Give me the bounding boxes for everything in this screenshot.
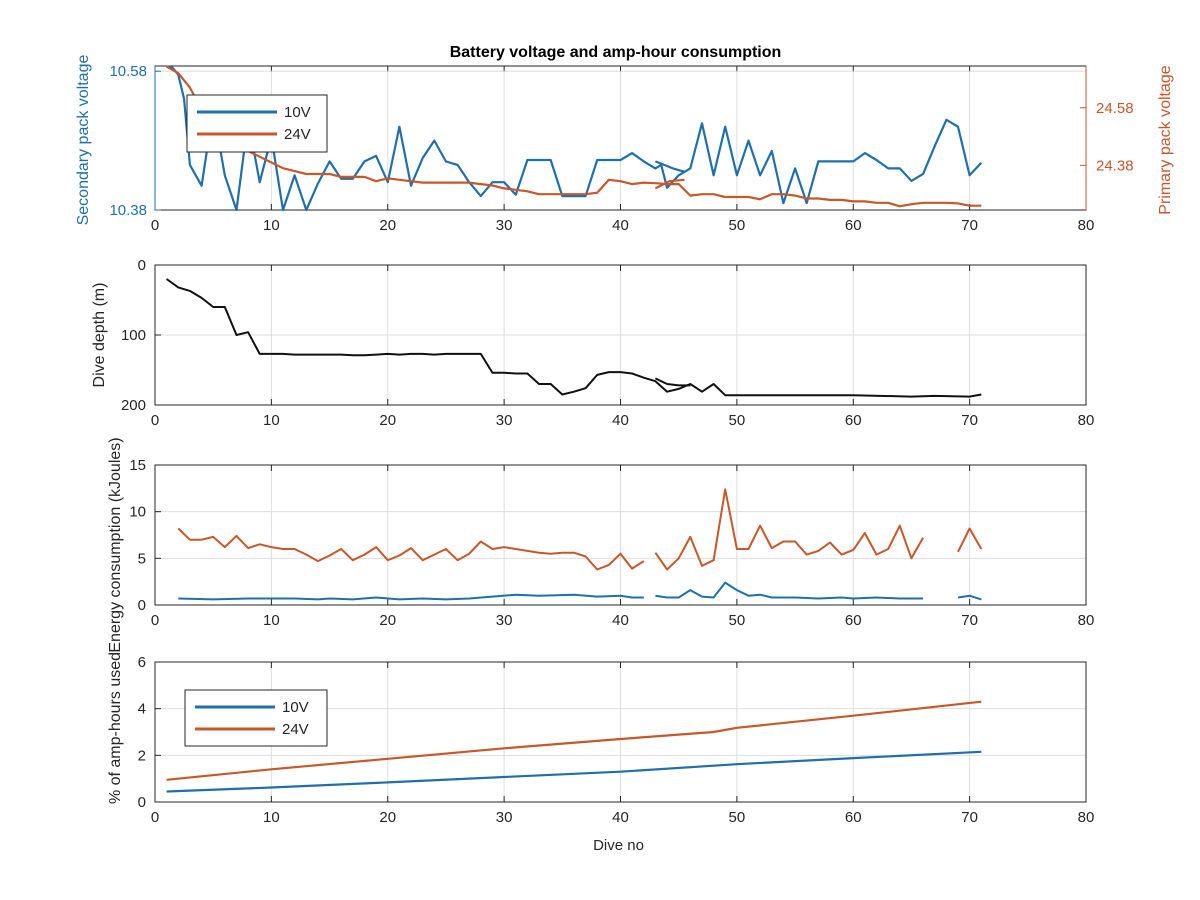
plot-frame: [154, 661, 1087, 803]
x-tick-label: 60: [845, 612, 862, 629]
x-tick-label: 40: [612, 412, 629, 429]
energy-line-orange: [654, 488, 924, 571]
energy-line-blue: [957, 594, 982, 601]
y-axis-label: Energy consumption (kJoules): [107, 437, 124, 652]
depth-line-overlay: [654, 377, 691, 387]
series-line-10V: [166, 65, 983, 212]
x-tick-label: 40: [612, 809, 629, 826]
series-line-24V: [166, 700, 982, 781]
x-tick-label: 50: [729, 809, 746, 826]
series-line-10V-overlay: [654, 160, 685, 173]
x-tick-label: 70: [961, 612, 978, 629]
series-line-24V: [166, 65, 982, 208]
y-tick-label: 10: [129, 504, 146, 521]
y-left-tick-label: 10.58: [109, 63, 147, 80]
x-tick-label: 50: [729, 217, 746, 234]
y-left-tick-label: 10.38: [109, 202, 147, 219]
y-tick-label: 0: [138, 794, 146, 811]
y-tick-label: 15: [129, 457, 146, 474]
energy-line-blue: [178, 593, 644, 601]
x-tick-label: 30: [496, 412, 513, 429]
x-tick-label: 20: [379, 809, 396, 826]
legend-label: 24V: [282, 721, 309, 738]
x-tick-label: 40: [612, 612, 629, 629]
x-tick-label: 10: [263, 612, 280, 629]
x-tick-label: 70: [961, 412, 978, 429]
legend-box: [184, 689, 328, 747]
y-left-axis-label: Secondary pack voltage: [75, 55, 92, 226]
x-tick-label: 20: [379, 217, 396, 234]
x-tick-label: 80: [1078, 612, 1095, 629]
x-tick-label: 0: [151, 217, 159, 234]
x-tick-label: 80: [1078, 217, 1095, 234]
x-tick-label: 20: [379, 612, 396, 629]
x-tick-label: 60: [845, 217, 862, 234]
y-tick-label: 2: [138, 747, 146, 764]
y-tick-label: 100: [121, 327, 146, 344]
x-tick-label: 10: [263, 809, 280, 826]
energy-line-orange: [957, 527, 983, 553]
x-tick-label: 70: [961, 809, 978, 826]
x-tick-label: 50: [729, 412, 746, 429]
energy-line-orange: [177, 527, 645, 571]
y-tick-label: 200: [121, 397, 146, 414]
energy-panel: 0 10 20 30 40 50 60 70 80 0 5 10 15 Energy consumptio…: [107, 437, 1094, 652]
y-axis-label: Dive depth (m): [91, 283, 108, 388]
x-tick-label: 70: [961, 217, 978, 234]
x-tick-label: 30: [496, 612, 513, 629]
legend-box: [186, 94, 328, 153]
legend-label: 10V: [284, 104, 311, 121]
y-tick-label: 5: [138, 550, 146, 567]
y-right-tick-label: 24.58: [1096, 100, 1134, 117]
y-tick-label: 0: [138, 257, 146, 274]
voltage-panel: 0 10 20 30 40 50 60 70 80 10.38 10.58 24.38 24.58 Bat…: [75, 44, 1174, 234]
y-tick-label: 0: [138, 597, 146, 614]
x-tick-label: 30: [496, 217, 513, 234]
x-tick-label: 60: [845, 809, 862, 826]
x-tick-label: 0: [151, 809, 159, 826]
x-tick-label: 60: [845, 412, 862, 429]
x-axis-label: Dive no: [593, 837, 644, 854]
x-tick-label: 30: [496, 809, 513, 826]
series-line-24V-overlay: [654, 178, 685, 190]
x-tick-label: 80: [1078, 809, 1095, 826]
amphours-panel: 0 10 20 30 40 50 60 70 80 0 2 4 6 % of amp-hours used…: [107, 652, 1094, 854]
plot-frame: [154, 464, 1087, 606]
legend-label: 24V: [284, 126, 311, 143]
plot-frame: [154, 264, 1087, 406]
depth-line: [166, 278, 982, 398]
x-tick-label: 40: [612, 217, 629, 234]
x-tick-label: 10: [263, 412, 280, 429]
y-right-tick-label: 24.38: [1096, 157, 1134, 174]
y-tick-label: 6: [138, 654, 146, 671]
x-tick-label: 50: [729, 612, 746, 629]
y-axis-label: % of amp-hours used: [107, 652, 124, 804]
x-tick-label: 0: [151, 612, 159, 629]
y-right-axis-label: Primary pack voltage: [1157, 65, 1174, 214]
y-tick-label: 4: [138, 701, 146, 718]
chart-title: Battery voltage and amp-hour consumption: [450, 44, 782, 61]
x-tick-label: 0: [151, 412, 159, 429]
x-tick-label: 10: [263, 217, 280, 234]
x-tick-label: 80: [1078, 412, 1095, 429]
legend-label: 10V: [282, 699, 309, 716]
x-tick-label: 20: [379, 412, 396, 429]
depth-panel: 0 10 20 30 40 50 60 70 80 0 100 200 Dive depth (m): [91, 257, 1094, 429]
series-line-10V: [166, 750, 982, 793]
energy-line-blue: [655, 581, 924, 600]
